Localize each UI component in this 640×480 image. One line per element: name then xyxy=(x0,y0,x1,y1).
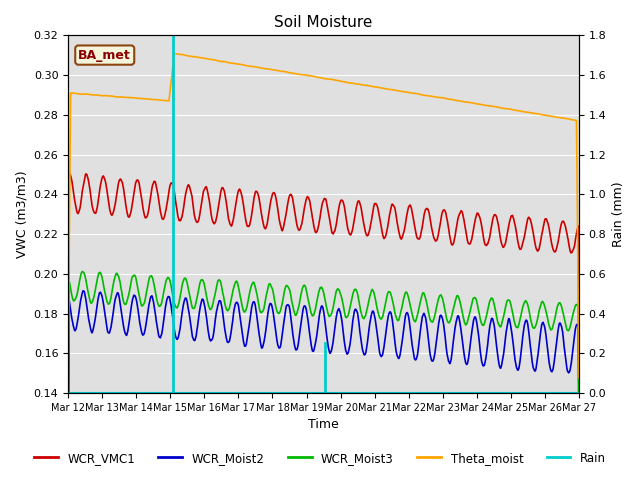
Y-axis label: Rain (mm): Rain (mm) xyxy=(612,181,625,247)
Legend: WCR_VMC1, WCR_Moist2, WCR_Moist3, Theta_moist, Rain: WCR_VMC1, WCR_Moist2, WCR_Moist3, Theta_… xyxy=(29,447,611,469)
Y-axis label: VWC (m3/m3): VWC (m3/m3) xyxy=(15,170,28,258)
X-axis label: Time: Time xyxy=(308,419,339,432)
Text: BA_met: BA_met xyxy=(78,48,131,61)
Title: Soil Moisture: Soil Moisture xyxy=(275,15,372,30)
